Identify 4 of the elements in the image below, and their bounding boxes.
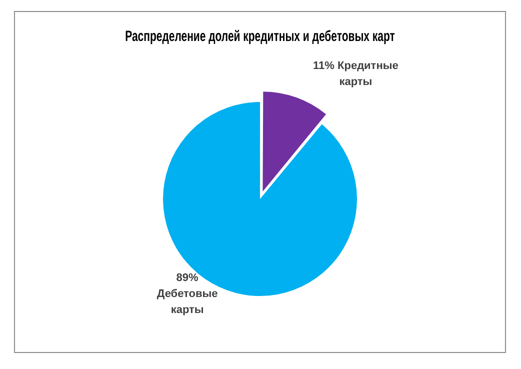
chart-title: Распределение долей кредитных и дебетовых карт [125, 27, 395, 45]
data-label: 89% [176, 272, 199, 284]
slice-label: 11% Кредитные карты [313, 60, 398, 88]
slice-label: Дебетовые карты [156, 288, 218, 316]
